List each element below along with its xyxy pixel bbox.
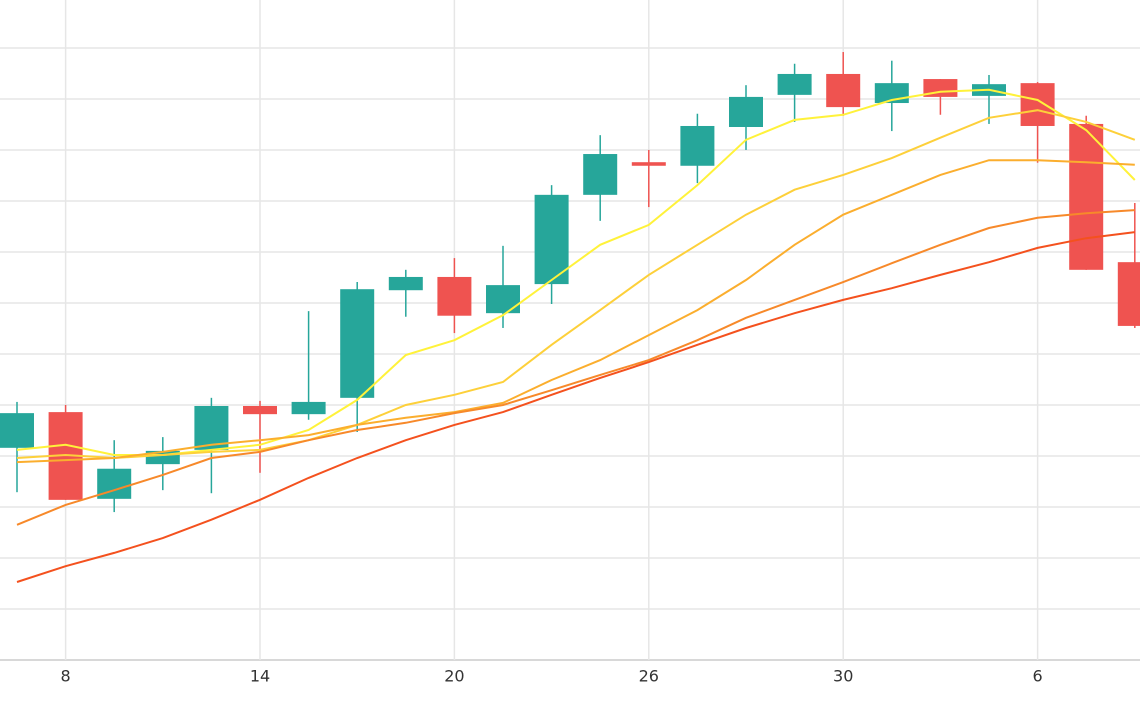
moving-average-line [16, 159, 1135, 464]
candle-body [631, 162, 666, 166]
candle-body [437, 276, 472, 316]
candle-body [243, 405, 277, 415]
candle-body [340, 289, 375, 398]
candle-body [826, 73, 861, 108]
x-tick-label: 14 [250, 667, 270, 686]
x-tick-label: 8 [61, 667, 71, 686]
moving-average-line [16, 88, 1136, 456]
moving-average-line [16, 231, 1135, 583]
candle-body [388, 276, 423, 291]
moving-average-line [16, 209, 1135, 526]
candle-body [534, 194, 569, 285]
candle-body [486, 285, 520, 314]
candle-body [1020, 83, 1055, 126]
x-tick-label: 6 [1033, 667, 1043, 686]
moving-average-line [16, 109, 1136, 460]
candle-body [194, 405, 229, 450]
candle-body [0, 413, 34, 448]
candle-body [1117, 262, 1140, 326]
x-tick-label: 20 [444, 667, 464, 686]
candle-body [1069, 123, 1104, 270]
candle-body [729, 96, 763, 128]
candle-body [291, 401, 326, 415]
x-tick-label: 26 [639, 667, 659, 686]
candle-body [583, 154, 618, 195]
candle-body [777, 73, 812, 95]
x-tick-label: 30 [833, 667, 853, 686]
candle-body [680, 125, 715, 166]
